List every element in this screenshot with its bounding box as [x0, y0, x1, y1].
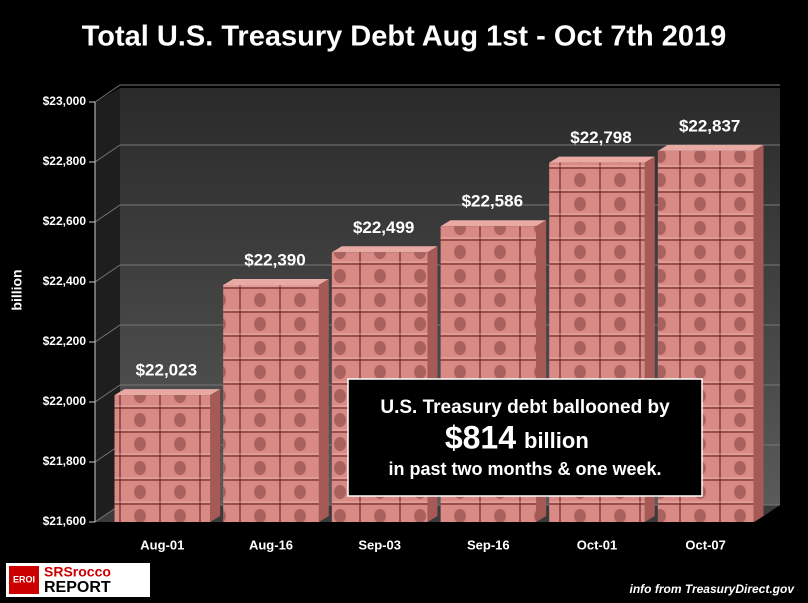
x-tick-label: Oct-07	[685, 537, 725, 552]
bar-side	[318, 279, 329, 522]
logo-badge-text: EROI	[13, 574, 35, 584]
bar-top	[114, 389, 221, 396]
annotation-line: U.S. Treasury debt ballooned by	[380, 397, 670, 418]
y-tick-label: $22,800	[43, 154, 87, 168]
x-tick-label: Oct-01	[577, 537, 617, 552]
logo-badge	[9, 566, 39, 594]
chart-title: Total U.S. Treasury Debt Aug 1st - Oct 7…	[82, 21, 727, 53]
x-tick-label: Aug-01	[140, 537, 184, 552]
grid-line	[94, 324, 121, 343]
value-label: $22,586	[462, 192, 523, 211]
bar-top	[440, 220, 547, 227]
value-label: $22,023	[136, 361, 197, 380]
value-label: $22,499	[353, 218, 414, 237]
x-tick-label: Aug-16	[249, 537, 293, 552]
bar-side	[210, 389, 221, 522]
grid-line	[94, 84, 121, 103]
annotation-line: in past two months & one week.	[388, 459, 661, 479]
side-wall	[95, 88, 120, 522]
value-label: $22,837	[679, 116, 740, 135]
bar-texture	[223, 285, 319, 522]
annotation-amount: $814	[445, 419, 516, 455]
x-tick-label: Sep-03	[358, 537, 401, 552]
logo-sub: REPORT	[44, 579, 111, 596]
annotation-unit: billion	[524, 428, 589, 453]
value-label: $22,390	[244, 250, 305, 269]
y-axis-label: billion	[9, 269, 25, 310]
y-tick-label: $22,200	[43, 334, 87, 348]
bar-top	[549, 156, 655, 163]
y-tick-label: $21,800	[43, 454, 87, 468]
grid-line	[94, 144, 121, 163]
y-tick-label: $22,400	[43, 274, 87, 288]
bar-top	[657, 144, 764, 151]
logo: EROI SRSrocco REPORT	[6, 563, 150, 597]
bar-side	[753, 144, 764, 522]
grid-line	[94, 384, 121, 403]
bar-texture	[114, 395, 211, 522]
y-tick-label: $22,600	[43, 214, 87, 228]
value-label: $22,798	[570, 128, 631, 147]
annotation-box: U.S. Treasury debt ballooned by $814 bil…	[347, 378, 703, 497]
y-tick-label: $21,600	[43, 514, 87, 528]
grid-line	[94, 264, 121, 283]
logo-name: SRSrocco	[44, 564, 111, 580]
grid-line	[94, 204, 121, 223]
bar-top	[223, 279, 329, 285]
source: info from TreasuryDirect.gov	[630, 582, 796, 596]
x-tick-label: Sep-16	[467, 537, 510, 552]
bar-top	[331, 246, 438, 253]
annotation-frame	[347, 378, 703, 497]
y-tick-label: $22,000	[43, 394, 87, 408]
y-tick-label: $23,000	[43, 94, 87, 108]
